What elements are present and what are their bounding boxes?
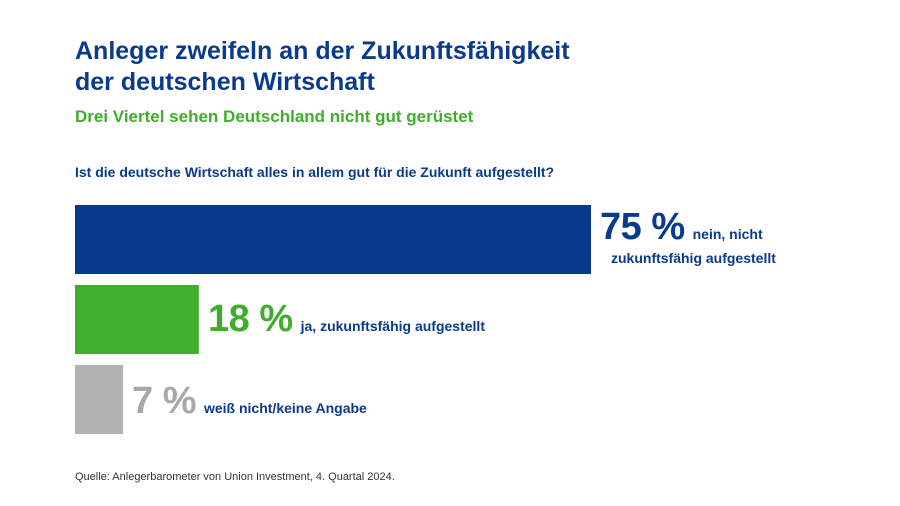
subtitle: Drei Viertel sehen Deutschland nicht gut… bbox=[75, 107, 474, 126]
value-label-nein: 75 % bbox=[600, 206, 685, 248]
bar-label-ja: 18 % ja, zukunftsfähig aufgestellt bbox=[208, 298, 485, 341]
value-label-ja: 18 % bbox=[208, 298, 293, 340]
category-label-weiss-nicht: weiß nicht/keine Angabe bbox=[203, 400, 367, 416]
category-label-nein-line2: zukunftsfähig aufgestellt bbox=[611, 250, 776, 266]
bar-ja bbox=[75, 285, 199, 354]
title-line-2: der deutschen Wirtschaft bbox=[75, 68, 375, 96]
source-note: Quelle: Anlegerbarometer von Union Inves… bbox=[75, 471, 395, 483]
value-label-weiss-nicht: 7 % bbox=[132, 380, 196, 422]
bar-label-weiss-nicht: 7 % weiß nicht/keine Angabe bbox=[132, 380, 367, 423]
page-title: Anleger zweifeln an der Zukunftsfähigkei… bbox=[75, 36, 795, 98]
bar-label-nein: 75 % nein, nicht zukunftsfähig aufgestel… bbox=[600, 206, 776, 266]
chart-question: Ist die deutsche Wirtschaft alles in all… bbox=[75, 164, 555, 180]
title-line-1: Anleger zweifeln an der Zukunftsfähigkei… bbox=[75, 37, 570, 65]
category-label-nein-line1: nein, nicht bbox=[692, 226, 763, 242]
bar-weiss-nicht bbox=[75, 365, 124, 434]
category-label-ja: ja, zukunftsfähig aufgestellt bbox=[300, 318, 485, 334]
bar-nein bbox=[75, 205, 591, 274]
